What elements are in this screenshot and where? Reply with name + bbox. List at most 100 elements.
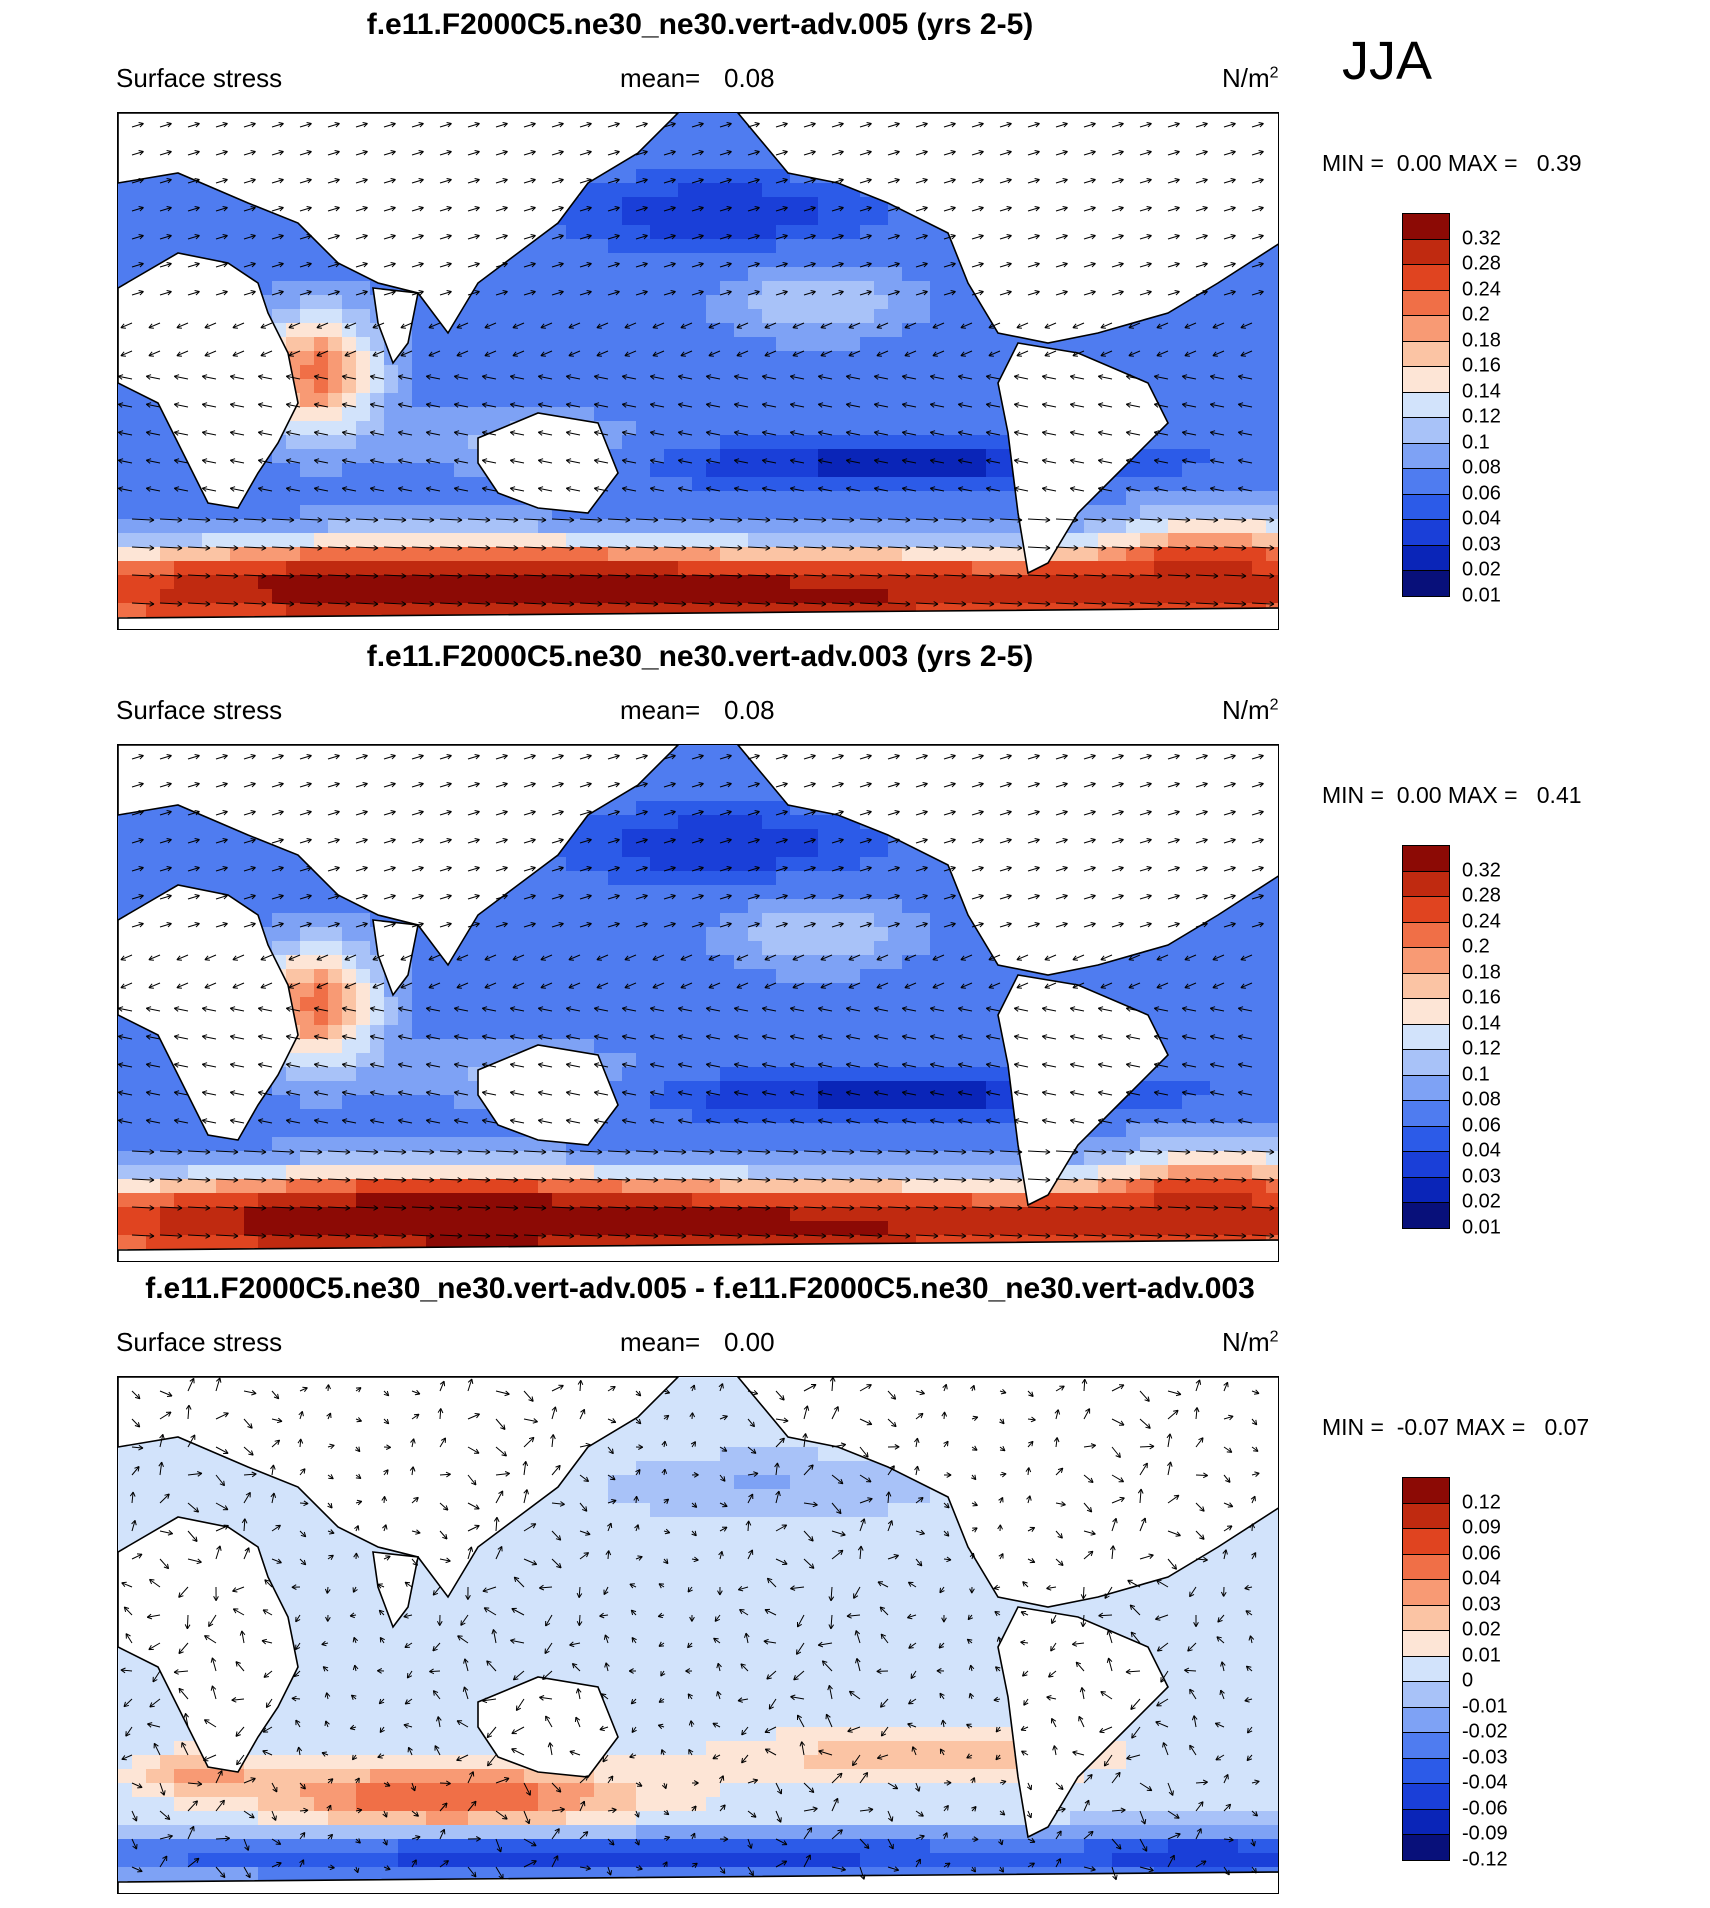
field-cell — [734, 127, 749, 142]
field-cell — [566, 309, 581, 324]
stress-vector-head — [960, 351, 965, 357]
field-cell — [314, 561, 329, 576]
field-cell — [958, 421, 973, 436]
stress-vector-head — [1006, 206, 1012, 208]
stress-vector — [299, 151, 312, 156]
field-cell — [552, 589, 567, 604]
stress-vector-head — [985, 403, 991, 408]
stress-vector — [454, 375, 469, 380]
stress-vector-head — [1062, 178, 1068, 180]
stress-vector-head — [706, 374, 712, 377]
field-cell — [370, 407, 385, 422]
field-cell — [510, 267, 525, 282]
field-cell — [888, 589, 903, 604]
field-cell — [1238, 533, 1253, 548]
stress-vector-head — [565, 375, 571, 380]
field-cell — [1210, 421, 1225, 436]
stress-vector — [118, 431, 133, 436]
field-cell — [1000, 477, 1015, 492]
stress-vector — [874, 487, 889, 492]
stress-vector — [790, 431, 805, 436]
field-cell — [888, 575, 903, 590]
field-cell — [1210, 491, 1225, 506]
field-cell — [552, 323, 567, 338]
field-cell — [482, 281, 497, 296]
stress-vector-head — [817, 459, 823, 464]
field-cell — [636, 295, 651, 310]
field-cell — [1126, 477, 1141, 492]
stress-vector — [1070, 403, 1085, 408]
field-cell — [888, 393, 903, 408]
field-cell — [496, 407, 511, 422]
field-cell — [720, 211, 735, 226]
field-cell — [720, 351, 735, 366]
stress-vector-head — [373, 519, 379, 523]
field-cell — [888, 337, 903, 352]
stress-vector-head — [1209, 431, 1215, 436]
stress-vector-head — [474, 234, 480, 236]
stress-vector-head — [1153, 487, 1159, 492]
stress-vector — [596, 350, 609, 357]
field-cell — [1182, 575, 1197, 590]
stress-vector-head — [1070, 374, 1076, 377]
stress-vector — [764, 350, 777, 357]
field-cell — [1168, 589, 1183, 604]
stress-vector-head — [624, 355, 630, 357]
field-cell — [832, 561, 847, 576]
field-cell — [524, 365, 539, 380]
field-cell — [412, 603, 427, 618]
field-cell — [1210, 323, 1225, 338]
field-cell — [1140, 463, 1155, 478]
field-cell — [972, 379, 987, 394]
stress-vector-head — [342, 486, 348, 489]
stress-vector-head — [922, 262, 928, 264]
stress-vector-head — [622, 402, 628, 405]
stress-vector — [131, 207, 144, 212]
field-cell — [426, 575, 441, 590]
stress-vector-head — [586, 122, 592, 124]
field-cell — [244, 575, 259, 590]
field-cell — [188, 239, 203, 254]
stress-vector-head — [456, 351, 461, 357]
field-cell — [720, 365, 735, 380]
stress-vector — [1042, 403, 1057, 408]
stress-vector-head — [279, 123, 284, 128]
stress-vector-head — [426, 430, 432, 433]
field-cell — [300, 589, 315, 604]
field-cell — [356, 589, 371, 604]
field-cell — [636, 323, 651, 338]
stress-vector-head — [418, 150, 424, 152]
stress-vector — [426, 375, 441, 380]
stress-vector-head — [307, 179, 312, 184]
stress-vector-head — [1203, 123, 1208, 128]
field-cell — [776, 267, 791, 282]
field-cell — [482, 393, 497, 408]
field-cell — [790, 533, 805, 548]
field-cell — [776, 281, 791, 296]
field-cell — [272, 505, 287, 520]
stress-vector-head — [790, 486, 796, 489]
stress-vector — [159, 263, 172, 268]
field-cell — [650, 323, 665, 338]
field-cell — [958, 295, 973, 310]
stress-vector-head — [838, 150, 844, 152]
field-cell — [244, 519, 259, 534]
field-cell — [1112, 337, 1127, 352]
field-cell — [664, 435, 679, 450]
field-cell — [944, 463, 959, 478]
stress-vector — [719, 207, 732, 212]
stress-vector-head — [792, 323, 797, 329]
field-cell — [860, 519, 875, 534]
field-cell — [412, 491, 427, 506]
field-cell — [1084, 337, 1099, 352]
field-cell — [874, 519, 889, 534]
field-cell — [342, 477, 357, 492]
stress-vector-head — [1202, 234, 1208, 236]
stress-vector-head — [370, 430, 376, 433]
field-cell — [1266, 337, 1278, 352]
stress-vector — [986, 403, 1001, 408]
field-cell — [818, 407, 833, 422]
stress-vector-head — [1184, 355, 1190, 357]
stress-vector-head — [485, 517, 491, 521]
stress-vector-head — [569, 519, 575, 523]
